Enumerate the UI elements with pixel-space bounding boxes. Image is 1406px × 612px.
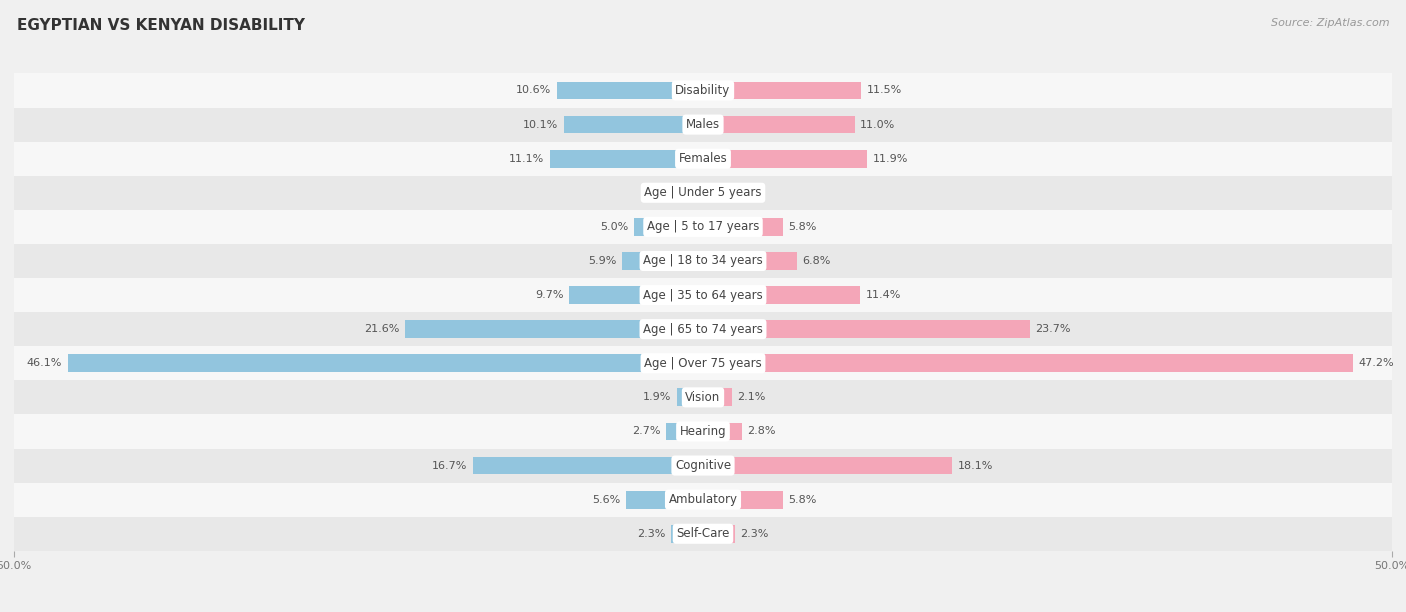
Bar xyxy=(14,449,1392,483)
Text: 11.1%: 11.1% xyxy=(509,154,544,163)
Text: 23.7%: 23.7% xyxy=(1035,324,1070,334)
Text: 1.2%: 1.2% xyxy=(725,188,754,198)
Bar xyxy=(14,346,1392,380)
Bar xyxy=(703,457,952,474)
Text: 10.1%: 10.1% xyxy=(523,119,558,130)
Legend: Egyptian, Kenyan: Egyptian, Kenyan xyxy=(620,608,786,612)
Bar xyxy=(703,252,797,270)
Text: Age | 35 to 64 years: Age | 35 to 64 years xyxy=(643,289,763,302)
Bar xyxy=(688,184,703,201)
Text: 2.3%: 2.3% xyxy=(637,529,666,539)
Bar xyxy=(703,81,862,99)
Text: 1.1%: 1.1% xyxy=(654,188,682,198)
Bar xyxy=(703,354,1354,372)
Bar xyxy=(557,81,703,99)
Bar xyxy=(703,525,735,543)
Text: 2.1%: 2.1% xyxy=(738,392,766,402)
Text: Males: Males xyxy=(686,118,720,131)
Bar xyxy=(703,320,1029,338)
Text: 10.6%: 10.6% xyxy=(516,86,551,95)
Text: Age | Over 75 years: Age | Over 75 years xyxy=(644,357,762,370)
Bar xyxy=(14,483,1392,517)
Text: 46.1%: 46.1% xyxy=(27,358,62,368)
Bar xyxy=(472,457,703,474)
Text: 11.9%: 11.9% xyxy=(873,154,908,163)
Text: 11.4%: 11.4% xyxy=(866,290,901,300)
Bar xyxy=(626,491,703,509)
Text: 11.5%: 11.5% xyxy=(868,86,903,95)
Text: 5.6%: 5.6% xyxy=(592,494,620,505)
Bar xyxy=(14,176,1392,210)
Bar xyxy=(14,141,1392,176)
Bar xyxy=(703,286,860,304)
Bar xyxy=(676,389,703,406)
Text: 2.8%: 2.8% xyxy=(747,427,776,436)
Bar xyxy=(14,312,1392,346)
Text: Females: Females xyxy=(679,152,727,165)
Bar xyxy=(14,244,1392,278)
Text: Age | 18 to 34 years: Age | 18 to 34 years xyxy=(643,255,763,267)
Bar xyxy=(14,278,1392,312)
Text: Source: ZipAtlas.com: Source: ZipAtlas.com xyxy=(1271,18,1389,28)
Bar xyxy=(564,116,703,133)
Bar xyxy=(14,108,1392,141)
Text: 2.3%: 2.3% xyxy=(740,529,769,539)
Text: 16.7%: 16.7% xyxy=(432,461,467,471)
Bar xyxy=(703,423,741,440)
Text: Disability: Disability xyxy=(675,84,731,97)
Bar xyxy=(621,252,703,270)
Text: 18.1%: 18.1% xyxy=(957,461,993,471)
Bar xyxy=(14,73,1392,108)
Text: Age | 5 to 17 years: Age | 5 to 17 years xyxy=(647,220,759,233)
Bar xyxy=(405,320,703,338)
Text: EGYPTIAN VS KENYAN DISABILITY: EGYPTIAN VS KENYAN DISABILITY xyxy=(17,18,305,34)
Bar xyxy=(703,184,720,201)
Text: 11.0%: 11.0% xyxy=(860,119,896,130)
Bar xyxy=(703,150,868,168)
Bar xyxy=(703,218,783,236)
Text: Vision: Vision xyxy=(685,391,721,404)
Text: Age | 65 to 74 years: Age | 65 to 74 years xyxy=(643,323,763,335)
Text: Age | Under 5 years: Age | Under 5 years xyxy=(644,186,762,200)
Text: 5.0%: 5.0% xyxy=(600,222,628,232)
Bar xyxy=(671,525,703,543)
Text: Cognitive: Cognitive xyxy=(675,459,731,472)
Text: 2.7%: 2.7% xyxy=(631,427,661,436)
Text: 21.6%: 21.6% xyxy=(364,324,399,334)
Text: Self-Care: Self-Care xyxy=(676,528,730,540)
Text: 47.2%: 47.2% xyxy=(1358,358,1395,368)
Bar xyxy=(634,218,703,236)
Text: 1.9%: 1.9% xyxy=(643,392,671,402)
Bar xyxy=(14,210,1392,244)
Bar xyxy=(703,491,783,509)
Text: 5.8%: 5.8% xyxy=(789,494,817,505)
Text: Hearing: Hearing xyxy=(679,425,727,438)
Text: Ambulatory: Ambulatory xyxy=(668,493,738,506)
Bar xyxy=(569,286,703,304)
Bar xyxy=(666,423,703,440)
Bar xyxy=(14,380,1392,414)
Bar xyxy=(703,389,733,406)
Text: 5.9%: 5.9% xyxy=(588,256,616,266)
Bar xyxy=(67,354,703,372)
Bar xyxy=(703,116,855,133)
Text: 5.8%: 5.8% xyxy=(789,222,817,232)
Text: 9.7%: 9.7% xyxy=(536,290,564,300)
Text: 6.8%: 6.8% xyxy=(803,256,831,266)
Bar xyxy=(14,517,1392,551)
Bar xyxy=(550,150,703,168)
Bar xyxy=(14,414,1392,449)
